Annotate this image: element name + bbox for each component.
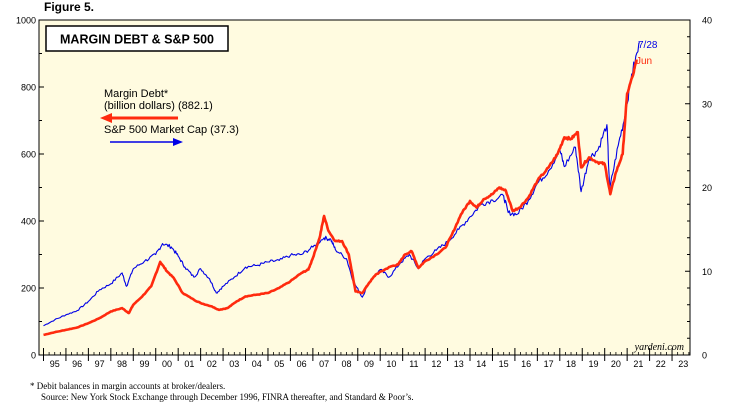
x-tick-label: 01 xyxy=(184,359,194,369)
right-tick-label: 10 xyxy=(702,267,712,277)
left-tick-label: 1000 xyxy=(16,16,36,26)
end-label-sp500: 7/28 xyxy=(638,40,658,51)
legend-sp500-arrow xyxy=(110,138,183,146)
right-tick-label: 0 xyxy=(702,351,707,361)
x-tick-label: 23 xyxy=(678,359,688,369)
left-tick-label: 0 xyxy=(31,351,36,361)
right-tick-label: 20 xyxy=(702,183,712,193)
legend-margin-debt-arrow xyxy=(100,113,178,123)
left-tick-label: 200 xyxy=(21,284,36,294)
x-tick-label: 16 xyxy=(521,359,531,369)
x-tick-label: 98 xyxy=(117,359,127,369)
x-tick-label: 19 xyxy=(588,359,598,369)
watermark: yardeni.com xyxy=(634,342,684,353)
series-layer xyxy=(43,42,641,337)
legend-margin-debt-line2: (billion dollars) (882.1) xyxy=(104,100,213,112)
sp500-line xyxy=(43,42,641,327)
x-tick-label: 21 xyxy=(633,359,643,369)
legend-margin-debt-line1: Margin Debt* xyxy=(104,88,169,100)
x-tick-label: 17 xyxy=(544,359,554,369)
right-axis-labels: 0 10 20 30 40 xyxy=(702,16,712,361)
right-tick-label: 40 xyxy=(702,16,712,26)
margin-debt-line xyxy=(43,59,638,337)
x-tick-label: 11 xyxy=(409,359,418,369)
x-tick-label: 14 xyxy=(476,359,486,369)
x-tick-label: 04 xyxy=(252,359,262,369)
x-tick-label: 97 xyxy=(95,359,105,369)
left-tick-label: 600 xyxy=(21,150,36,160)
x-tick-label: 07 xyxy=(319,359,329,369)
x-tick-label: 96 xyxy=(72,359,82,369)
x-axis-labels: 95 96 97 98 99 00 01 02 03 04 05 06 07 08 09 10 11 12 13 14… xyxy=(50,359,689,369)
right-tick-label: 30 xyxy=(702,99,712,109)
x-tick-label: 15 xyxy=(499,359,509,369)
x-tick-label: 95 xyxy=(50,359,60,369)
x-tick-label: 13 xyxy=(454,359,464,369)
x-tick-label: 02 xyxy=(207,359,217,369)
x-tick-label: 22 xyxy=(656,359,666,369)
x-tick-label: 03 xyxy=(229,359,239,369)
x-tick-label: 06 xyxy=(297,359,307,369)
title-box xyxy=(45,25,229,52)
left-axis-labels: 0 200 400 600 800 1000 xyxy=(16,16,36,361)
end-label-margin-debt: Jun xyxy=(636,56,652,67)
x-tick-label: 09 xyxy=(364,359,374,369)
x-tick-label: 12 xyxy=(431,359,441,369)
left-tick-label: 800 xyxy=(21,83,36,93)
figure-label: Figure 5. xyxy=(44,0,95,14)
legend-sp500: S&P 500 Market Cap (37.3) xyxy=(104,124,239,136)
footnote-note: * Debit balances in margin accounts at b… xyxy=(30,381,226,391)
x-tick-label: 20 xyxy=(611,359,621,369)
x-tick-label: 08 xyxy=(342,359,352,369)
x-tick-label: 10 xyxy=(386,359,396,369)
x-tick-label: 00 xyxy=(162,359,172,369)
chart-title: MARGIN DEBT & S&P 500 xyxy=(60,33,214,47)
left-tick-label: 400 xyxy=(21,217,36,227)
x-tick-label: 18 xyxy=(566,359,576,369)
x-tick-label: 99 xyxy=(139,359,149,369)
x-tick-label: 05 xyxy=(274,359,284,369)
footnote-source: Source: New York Stock Exchange through … xyxy=(41,392,414,402)
plot-background xyxy=(38,19,691,356)
axis-ticks xyxy=(39,19,690,361)
